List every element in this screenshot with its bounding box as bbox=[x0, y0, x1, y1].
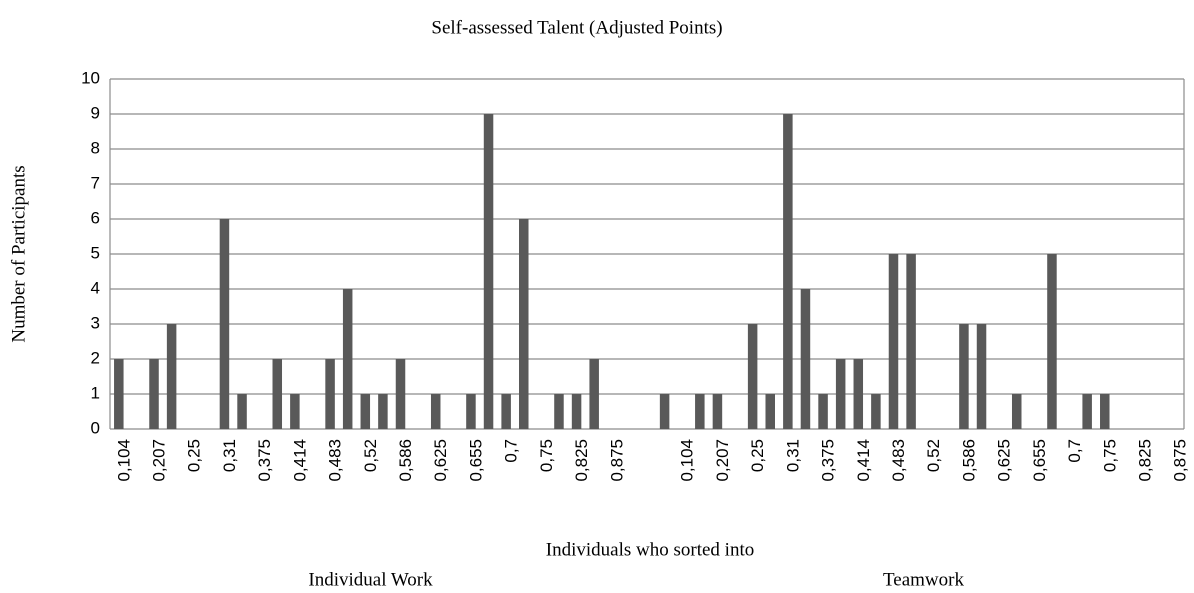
group-label: Teamwork bbox=[883, 569, 964, 590]
y-tick-label: 4 bbox=[91, 278, 100, 297]
bar bbox=[395, 359, 406, 429]
bar bbox=[219, 219, 230, 429]
x-tick-label: 0,375 bbox=[819, 439, 838, 482]
bar bbox=[237, 394, 247, 429]
bar bbox=[166, 324, 177, 429]
bar bbox=[853, 359, 864, 429]
x-axis-label: Individuals who sorted into bbox=[546, 539, 754, 560]
bar bbox=[483, 114, 494, 429]
x-tick-label: 0,414 bbox=[854, 439, 873, 482]
y-tick-label: 7 bbox=[91, 173, 100, 192]
x-tick-label: 0,7 bbox=[502, 439, 521, 463]
x-tick-label: 0,825 bbox=[1135, 439, 1154, 482]
bar bbox=[378, 394, 388, 429]
x-tick-label: 0,586 bbox=[396, 439, 415, 482]
bar bbox=[747, 324, 758, 429]
bar bbox=[325, 359, 335, 429]
x-tick-label: 0,483 bbox=[326, 439, 345, 482]
x-tick-label: 0,207 bbox=[713, 439, 732, 482]
bar bbox=[765, 394, 775, 429]
x-tick-label: 0,75 bbox=[537, 439, 556, 472]
bar bbox=[959, 324, 969, 429]
y-tick-label: 1 bbox=[91, 383, 100, 402]
y-tick-label: 8 bbox=[91, 138, 100, 157]
x-tick-label: 0,825 bbox=[572, 439, 591, 482]
y-tick-label: 10 bbox=[81, 68, 100, 87]
x-tick-label: 0,207 bbox=[150, 439, 169, 482]
x-tick-label: 0,655 bbox=[1030, 439, 1049, 482]
bar bbox=[871, 394, 881, 429]
x-tick-label: 0,52 bbox=[924, 439, 943, 472]
x-tick-label: 0,483 bbox=[889, 439, 908, 482]
bar bbox=[800, 289, 811, 429]
group-label: Individual Work bbox=[308, 569, 433, 590]
bar bbox=[466, 394, 476, 429]
x-tick-label: 0,25 bbox=[185, 439, 204, 472]
x-tick-label: 0,31 bbox=[220, 439, 239, 472]
bar bbox=[712, 394, 723, 429]
x-tick-label: 0,104 bbox=[678, 439, 697, 482]
y-tick-label: 5 bbox=[91, 243, 100, 262]
x-tick-label: 0,414 bbox=[290, 439, 309, 482]
x-tick-label: 0,104 bbox=[114, 439, 133, 482]
x-tick-label: 0,625 bbox=[995, 439, 1014, 482]
x-tick-label: 0,875 bbox=[607, 439, 626, 482]
bar bbox=[783, 114, 793, 429]
y-axis-label: Number of Participants bbox=[8, 165, 29, 342]
bar bbox=[1100, 394, 1110, 429]
bar bbox=[114, 359, 124, 429]
x-tick-label: 0,655 bbox=[466, 439, 485, 482]
x-tick-label: 0,75 bbox=[1100, 439, 1119, 472]
bar bbox=[659, 394, 670, 429]
x-tick-label: 0,7 bbox=[1065, 439, 1084, 463]
bar bbox=[976, 324, 987, 429]
y-tick-label: 9 bbox=[91, 103, 100, 122]
x-tick-label: 0,586 bbox=[959, 439, 978, 482]
bar bbox=[888, 254, 899, 429]
bar bbox=[906, 254, 916, 429]
x-tick-label: 0,625 bbox=[431, 439, 450, 482]
bar bbox=[695, 394, 705, 429]
bar bbox=[554, 394, 564, 429]
x-tick-label: 0,25 bbox=[748, 439, 767, 472]
y-tick-label: 0 bbox=[91, 418, 100, 437]
bar bbox=[1047, 254, 1057, 429]
bar bbox=[290, 394, 300, 429]
x-tick-label: 0,52 bbox=[361, 439, 380, 472]
bar bbox=[1011, 394, 1022, 429]
bar bbox=[818, 394, 828, 429]
bar bbox=[430, 394, 441, 429]
bar bbox=[589, 359, 599, 429]
y-tick-label: 3 bbox=[91, 313, 100, 332]
x-tick-label: 0,875 bbox=[1171, 439, 1190, 482]
y-tick-label: 6 bbox=[91, 208, 100, 227]
bar bbox=[571, 394, 582, 429]
bar bbox=[149, 359, 159, 429]
bar bbox=[272, 359, 283, 429]
bar bbox=[501, 394, 511, 429]
x-tick-label: 0,375 bbox=[255, 439, 274, 482]
bar bbox=[835, 359, 846, 429]
chart-title: Self-assessed Talent (Adjusted Points) bbox=[431, 17, 722, 38]
bar bbox=[360, 394, 371, 429]
x-tick-label: 0,31 bbox=[783, 439, 802, 472]
y-tick-label: 2 bbox=[91, 348, 100, 367]
bar bbox=[519, 219, 529, 429]
bar bbox=[1082, 394, 1092, 429]
bar bbox=[342, 289, 353, 429]
